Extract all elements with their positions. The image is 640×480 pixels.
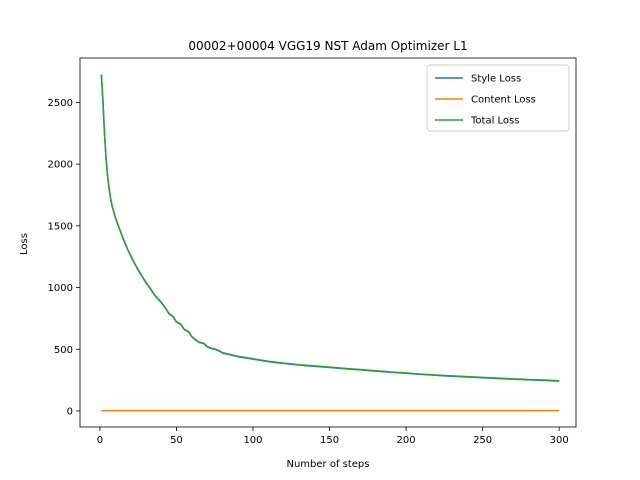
x-tick-label: 0 bbox=[97, 435, 103, 446]
x-tick-label: 250 bbox=[473, 435, 492, 446]
y-axis-label: Loss bbox=[19, 233, 30, 255]
chart-title: 00002+00004 VGG19 NST Adam Optimizer L1 bbox=[188, 39, 467, 53]
x-tick-label: 100 bbox=[243, 435, 262, 446]
legend: Style Loss Content Loss Total Loss bbox=[426, 64, 570, 132]
x-tick-label: 200 bbox=[397, 435, 416, 446]
series-line-total-loss bbox=[100, 74, 560, 382]
legend-label-content-loss: Content Loss bbox=[471, 95, 536, 106]
legend-label-style-loss: Style Loss bbox=[471, 74, 521, 85]
x-tick-label: 150 bbox=[320, 435, 339, 446]
axes-frame bbox=[79, 57, 577, 428]
y-tick-label: 2000 bbox=[48, 160, 73, 171]
series-layer bbox=[100, 74, 560, 412]
y-tick-label: 500 bbox=[54, 345, 73, 356]
y-tick-label: 1500 bbox=[48, 221, 73, 232]
legend-frame bbox=[426, 64, 570, 132]
y-tick-label: 2500 bbox=[48, 98, 73, 109]
x-tick-label: 300 bbox=[550, 435, 569, 446]
axes-layer: 0 50 100 150 200 250 300 0 500 1000 1500 2000 2500 bbox=[48, 57, 577, 446]
legend-label-total-loss: Total Loss bbox=[470, 116, 519, 127]
y-tick-label: 0 bbox=[67, 406, 73, 417]
y-tick-label: 1000 bbox=[48, 283, 73, 294]
x-tick-label: 50 bbox=[170, 435, 183, 446]
x-axis-label: Number of steps bbox=[286, 459, 369, 470]
